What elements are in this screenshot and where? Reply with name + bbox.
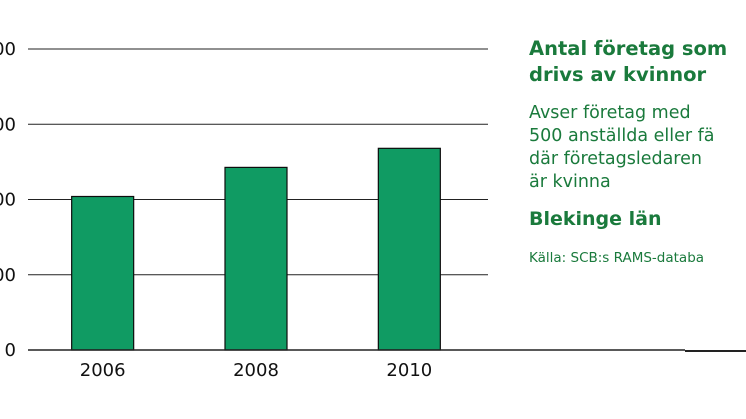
x-tick-label: 2010 (386, 360, 432, 381)
y-tick-labels: 000000000 (0, 39, 16, 361)
panel-description-line: där företagsledaren (529, 149, 702, 169)
bar-2010 (377, 147, 441, 351)
panel-description-line: 500 anställda eller fä (529, 126, 715, 146)
y-tick-label: 00 (0, 190, 16, 211)
y-tick-label: 00 (0, 39, 16, 60)
x-tick-label: 2008 (233, 360, 279, 381)
x-tick-label: 2006 (80, 360, 126, 381)
panel-source: Källa: SCB:s RAMS-databa (529, 250, 705, 266)
info-panel: Antal företag som drivs av kvinnor Avser… (529, 36, 746, 267)
panel-title-line: drivs av kvinnor (529, 63, 707, 86)
panel-description-line: Avser företag med (529, 103, 691, 123)
y-tick-label: 00 (0, 265, 16, 286)
bar-2006 (71, 195, 135, 351)
panel-description: Avser företag med 500 anställda eller fä… (529, 102, 746, 194)
bars (71, 147, 441, 351)
y-tick-label: 0 (5, 340, 16, 361)
panel-description-line: är kvinna (529, 172, 611, 192)
x-tick-labels: 2006 2008 2010 (80, 360, 432, 381)
y-tick-label: 00 (0, 114, 16, 135)
panel-title-line: Antal företag som (529, 37, 728, 60)
panel-title: Antal företag som drivs av kvinnor (529, 36, 746, 88)
panel-region: Blekinge län (529, 208, 662, 230)
bar-2008 (224, 166, 288, 351)
